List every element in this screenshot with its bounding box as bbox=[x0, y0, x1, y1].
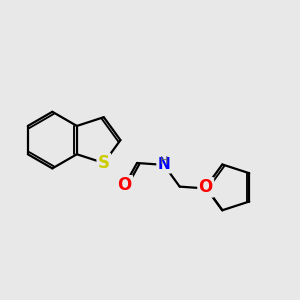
Text: S: S bbox=[98, 154, 110, 172]
Text: O: O bbox=[118, 176, 132, 194]
Text: N: N bbox=[158, 158, 170, 172]
Text: H: H bbox=[160, 156, 169, 166]
Text: O: O bbox=[199, 178, 213, 196]
